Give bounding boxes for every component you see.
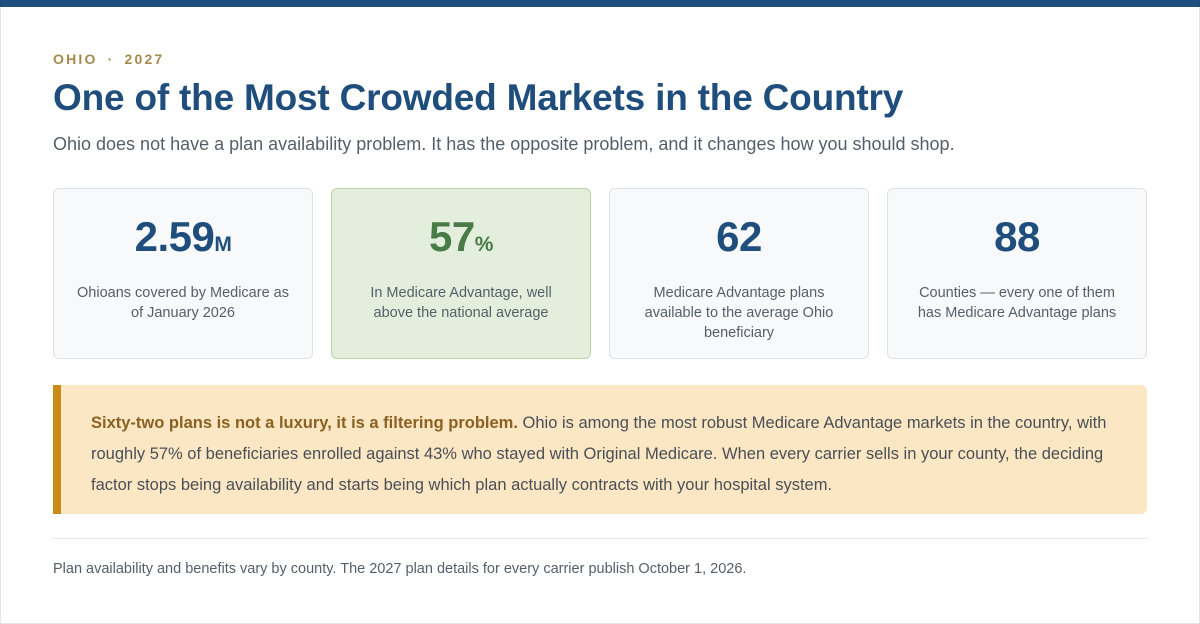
stat-card-advantage-share: 57% In Medicare Advantage, well above th… bbox=[331, 188, 591, 359]
stat-card-plans-available: 62 Medicare Advantage plans available to… bbox=[609, 188, 869, 359]
stat-number: 2.59 bbox=[134, 213, 215, 260]
stat-unit: M bbox=[214, 233, 232, 256]
eyebrow-year: 2027 bbox=[124, 51, 165, 67]
callout-box: Sixty-two plans is not a luxury, it is a… bbox=[53, 385, 1147, 514]
stat-number: 57 bbox=[429, 213, 475, 260]
stat-cards: 2.59M Ohioans covered by Medicare as of … bbox=[53, 188, 1147, 359]
stat-value: 57% bbox=[332, 213, 590, 269]
stat-unit: % bbox=[474, 233, 494, 256]
stat-label: Counties — every one of them has Medicar… bbox=[917, 285, 1117, 321]
stat-value: 88 bbox=[888, 213, 1146, 269]
stat-label: Ohioans covered by Medicare as of Januar… bbox=[77, 285, 289, 321]
footnote: Plan availability and benefits vary by c… bbox=[53, 561, 747, 577]
stat-label: In Medicare Advantage, well above the na… bbox=[370, 285, 552, 321]
stat-value: 2.59M bbox=[54, 213, 312, 269]
stat-number: 62 bbox=[716, 213, 762, 260]
callout-lead: Sixty-two plans is not a luxury, it is a… bbox=[91, 414, 518, 432]
callout-body: Ohio is among the most robust Medicare A… bbox=[91, 414, 1107, 494]
page-subtitle: Ohio does not have a plan availability p… bbox=[53, 134, 955, 154]
stat-card-counties: 88 Counties — every one of them has Medi… bbox=[887, 188, 1147, 359]
page-title: One of the Most Crowded Markets in the C… bbox=[53, 77, 904, 118]
stat-value: 62 bbox=[610, 213, 868, 269]
footer-divider bbox=[53, 538, 1147, 539]
eyebrow-separator: · bbox=[107, 51, 115, 67]
stat-card-medicare-enrollment: 2.59M Ohioans covered by Medicare as of … bbox=[53, 188, 313, 359]
stat-label: Medicare Advantage plans available to th… bbox=[644, 285, 834, 341]
top-accent-bar bbox=[0, 0, 1200, 7]
eyebrow-state: OHIO bbox=[53, 51, 98, 67]
stat-number: 88 bbox=[994, 213, 1040, 260]
eyebrow: OHIO · 2027 bbox=[53, 51, 164, 67]
